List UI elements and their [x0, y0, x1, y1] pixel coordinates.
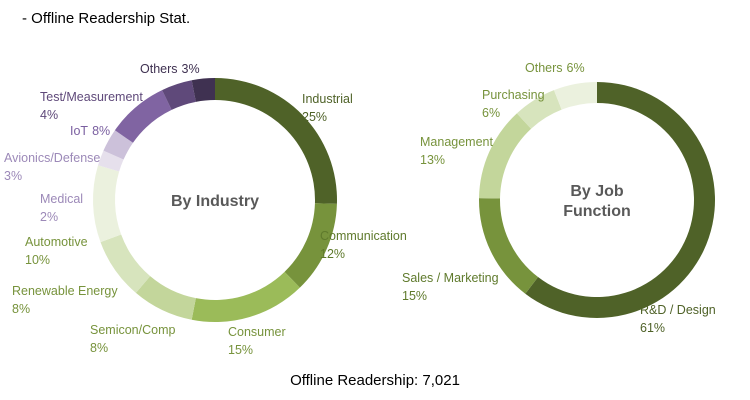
- donut-slice: [162, 80, 196, 110]
- value-label: 15%: [402, 289, 427, 303]
- category-label: IoT: [70, 124, 88, 138]
- center-label: By Job: [570, 183, 624, 200]
- value-label: 8%: [92, 124, 110, 138]
- category-label: Others: [140, 62, 178, 76]
- category-label: Management: [420, 135, 493, 149]
- slice-label: IoT 8%: [70, 124, 110, 138]
- donut-slice: [284, 203, 337, 288]
- value-label: 6%: [567, 61, 585, 75]
- donut-slice: [479, 198, 539, 294]
- donut-slice: [479, 113, 532, 199]
- donut-slice: [516, 90, 562, 129]
- value-label: 25%: [302, 110, 327, 124]
- readership-total: Offline Readership: 7,021: [290, 372, 460, 389]
- value-label: 12%: [320, 247, 345, 261]
- donut-slice: [525, 82, 716, 318]
- donut-slice: [191, 78, 215, 102]
- category-label: Consumer: [228, 325, 286, 339]
- category-label: Others: [525, 61, 563, 75]
- value-label: 61%: [640, 321, 665, 335]
- value-label: 8%: [12, 302, 30, 316]
- category-label: Test/Measurement: [40, 90, 143, 104]
- center-label: Function: [563, 203, 631, 220]
- category-label: Purchasing: [482, 88, 545, 102]
- donut-slice: [135, 276, 196, 320]
- category-label: Sales / Marketing: [402, 271, 499, 285]
- donut-slice: [92, 165, 122, 243]
- value-label: 3%: [4, 169, 22, 183]
- category-label: Semicon/Comp: [90, 323, 175, 337]
- donut-slice: [114, 90, 172, 143]
- donut-slice: [553, 82, 597, 110]
- donut-slice: [98, 150, 124, 172]
- category-label: Medical: [40, 192, 83, 206]
- category-label: Avionics/Defense: [4, 151, 100, 165]
- page-title: - Offline Readership Stat.: [22, 10, 190, 27]
- value-label: 10%: [25, 253, 50, 267]
- center-label: By Industry: [171, 193, 259, 210]
- donut-slice: [100, 234, 151, 293]
- value-label: 6%: [482, 106, 500, 120]
- value-label: 4%: [40, 108, 58, 122]
- category-label: Industrial: [302, 92, 353, 106]
- slice-label: Others 3%: [140, 62, 200, 76]
- donut-slice: [103, 130, 133, 160]
- value-label: 15%: [228, 343, 253, 357]
- slice-label: Others 6%: [525, 61, 585, 75]
- category-label: R&D / Design: [640, 303, 716, 317]
- value-label: 8%: [90, 341, 108, 355]
- value-label: 2%: [40, 210, 58, 224]
- value-label: 3%: [182, 62, 200, 76]
- category-label: Renewable Energy: [12, 284, 118, 298]
- category-label: Automotive: [25, 235, 88, 249]
- donut-slice: [191, 271, 300, 322]
- donut-slice: [215, 78, 337, 204]
- category-label: Communication: [320, 229, 407, 243]
- value-label: 13%: [420, 153, 445, 167]
